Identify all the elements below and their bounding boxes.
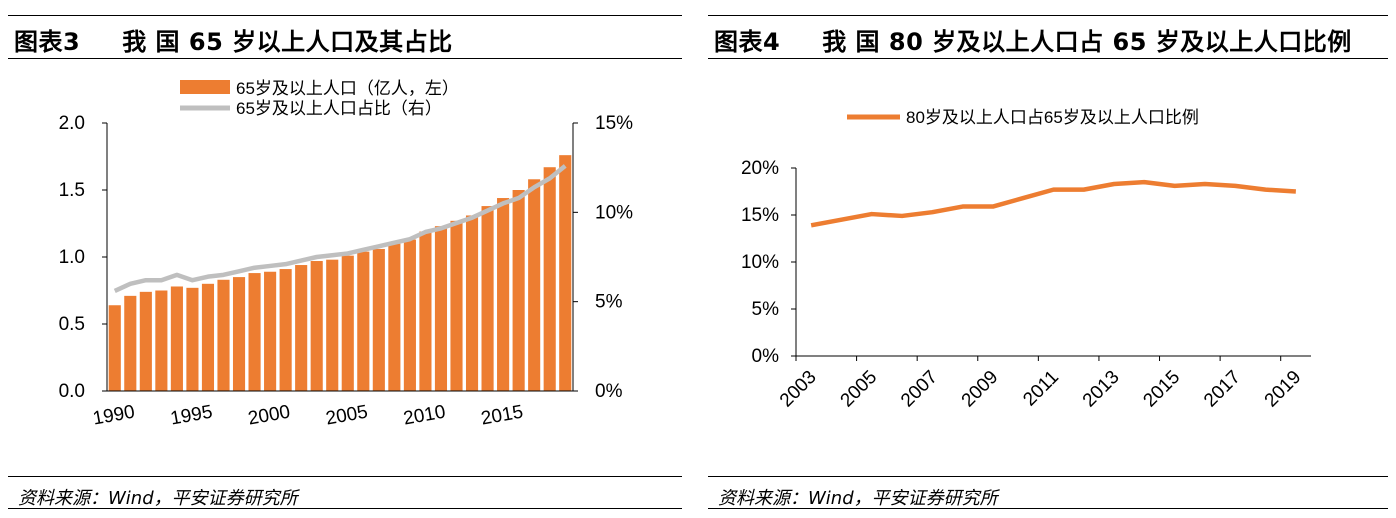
x-axis-tick-label: 2010 (402, 402, 447, 430)
legend-swatch-population (180, 80, 230, 94)
x-axis-tick-label: 2000 (247, 402, 292, 430)
x-axis-tick-label: 2017 (1200, 367, 1245, 412)
x-axis-tick-label: 2009 (958, 367, 1003, 412)
bar-2010 (419, 231, 432, 391)
bar-2007 (372, 248, 385, 391)
y-axis-tick-label: 10% (741, 252, 779, 273)
chart-panel-population: 图表3 我 国 65 岁以上人口及其占比 65岁及以上人口（亿人，左） 65岁及以上… (0, 0, 690, 518)
bar-2017 (528, 179, 541, 391)
y-axis-tick-label: 0% (752, 346, 780, 367)
x-axis-tick-label: 2005 (837, 367, 882, 412)
bar-2019 (559, 155, 572, 391)
ratio-line (810, 179, 1296, 228)
right-axis-tick-label: 10% (595, 202, 633, 223)
ratio-chart: 80岁及以上人口占65岁及以上人口比例 0% 5% 10% 15% 20% 2003 2005… (741, 108, 1311, 412)
right-axis-tick-label: 5% (595, 292, 623, 313)
source-note: 资料来源：Wind，平安证券研究所 (718, 488, 998, 509)
bar-2009 (403, 239, 416, 391)
bar-2002 (295, 265, 308, 391)
bottom-rule (708, 476, 1388, 477)
bar-1990 (108, 305, 121, 391)
x-axis-tick-label: 2013 (1079, 367, 1124, 412)
figure-title: 图表3 我 国 65 岁以上人口及其占比 (14, 22, 453, 57)
x-axis-tick-label: 2019 (1261, 367, 1306, 412)
bar-2011 (434, 226, 448, 391)
x-axis-tick-label: 2003 (776, 367, 821, 412)
top-rule (708, 15, 1388, 16)
share-line (113, 164, 567, 293)
bar-1994 (170, 286, 183, 391)
x-axis-tick-label: 1995 (169, 402, 214, 430)
x-axis-tick-label: 1990 (91, 402, 136, 430)
left-axis-tick-label: 0.5 (59, 314, 85, 335)
bar-1993 (155, 290, 168, 391)
bar-2003 (310, 261, 323, 391)
left-axis-tick-label: 1.5 (59, 180, 85, 201)
bar-1996 (201, 283, 215, 391)
footer-rule (8, 508, 682, 509)
bar-2015 (497, 198, 510, 391)
bar-2012 (450, 220, 463, 391)
bar-1991 (124, 295, 137, 391)
y-axis-tick-label: 5% (752, 299, 780, 320)
bar-2008 (388, 243, 401, 391)
bar-1998 (232, 277, 246, 391)
right-axis-tick-label: 15% (595, 113, 633, 134)
legend-label-population: 65岁及以上人口（亿人，左） (236, 79, 459, 98)
left-axis-tick-label: 1.0 (59, 247, 85, 268)
bar-2013 (465, 215, 479, 391)
figure-title-text: 我 国 65 岁以上人口及其占比 (122, 28, 453, 56)
bar-2018 (543, 167, 556, 391)
population-chart: 65岁及以上人口（亿人，左）65岁及以上人口占比（右） 0.0 0.5 1.0 1.5 2… (59, 79, 634, 430)
top-rule (8, 15, 682, 16)
x-axis-tick-label: 2007 (897, 367, 942, 412)
figure-number: 图表3 (14, 28, 81, 56)
y-axis-tick-label: 15% (741, 205, 779, 226)
x-axis-tick-label: 2005 (324, 402, 369, 430)
bottom-rule (8, 476, 682, 477)
y-axis-tick-label: 20% (741, 158, 779, 179)
x-axis-tick-label: 2011 (1019, 367, 1063, 411)
legend-label-share: 65岁及以上人口占比（右） (236, 99, 442, 118)
bar-1995 (186, 287, 199, 391)
title-rule (8, 58, 682, 59)
left-axis-tick-label: 2.0 (59, 113, 85, 134)
figure-title-text: 我 国 80 岁及以上人口占 65 岁及以上人口比例 (822, 28, 1352, 56)
bar-1999 (248, 273, 261, 391)
bar-1992 (139, 291, 152, 391)
bar-2001 (279, 269, 292, 391)
figure-title: 图表4 我 国 80 岁及以上人口占 65 岁及以上人口比例 (714, 22, 1352, 57)
x-axis-tick-label: 2015 (1139, 367, 1184, 412)
right-axis-tick-label: 0% (595, 381, 623, 402)
bar-2006 (357, 251, 370, 391)
figure-number: 图表4 (714, 28, 781, 56)
bar-2016 (512, 190, 525, 391)
chart-panel-ratio: 图表4 我 国 80 岁及以上人口占 65 岁及以上人口比例 80岁及以上人口占6… (700, 0, 1396, 518)
legend-label-ratio: 80岁及以上人口占65岁及以上人口比例 (906, 108, 1199, 127)
bar-2014 (481, 206, 494, 391)
title-rule (708, 58, 1388, 59)
bar-2000 (264, 271, 277, 391)
bar-2005 (341, 255, 354, 391)
bar-2004 (326, 259, 339, 391)
source-note: 资料来源：Wind，平安证券研究所 (18, 488, 298, 509)
x-axis-tick-label: 2015 (480, 402, 525, 430)
bar-1997 (217, 279, 230, 391)
left-axis-tick-label: 0.0 (59, 381, 85, 402)
footer-rule (708, 508, 1388, 509)
